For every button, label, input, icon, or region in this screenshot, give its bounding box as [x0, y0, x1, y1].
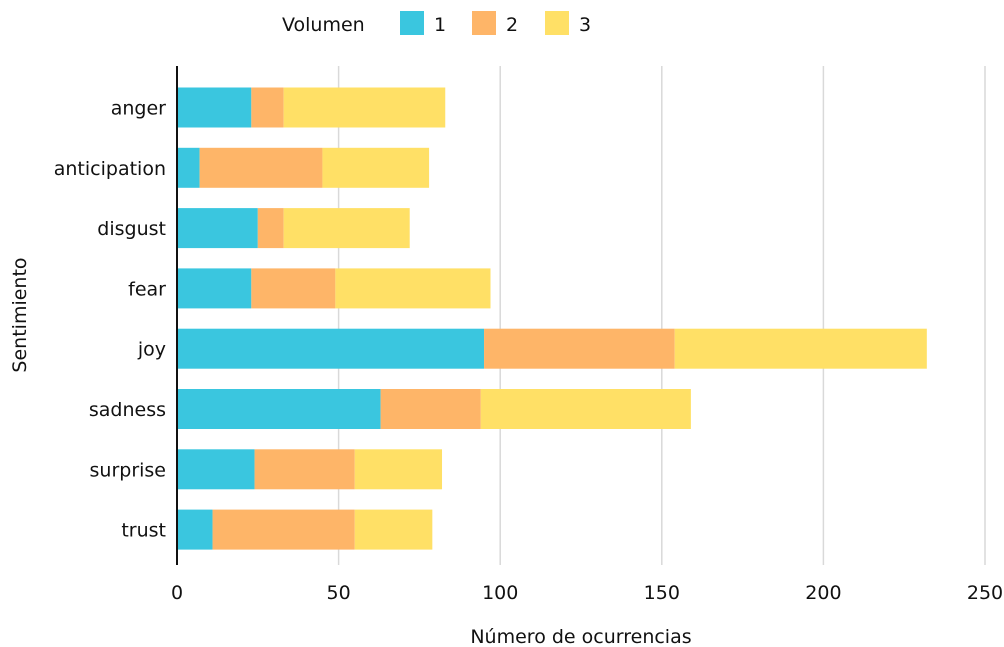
bar-trust-series-2: [212, 509, 355, 550]
legend-label-2: 2: [506, 14, 518, 36]
bar-anticipation-series-3: [322, 147, 430, 188]
y-category-label: sadness: [89, 399, 166, 421]
bar-anger-series-3: [283, 87, 446, 128]
y-axis-title: Sentimiento: [9, 257, 31, 372]
bar-anger-series-1: [177, 87, 252, 128]
bar-joy-series-2: [484, 328, 675, 369]
legend: Volumen 1 2 3: [282, 11, 591, 36]
y-category-label: surprise: [90, 459, 167, 481]
bar-joy-series-1: [177, 328, 485, 369]
bar-anger-series-2: [251, 87, 284, 128]
bar-trust-series-1: [177, 509, 213, 550]
bar-fear-series-2: [251, 268, 336, 309]
bar-trust-series-3: [354, 509, 433, 550]
bar-joy-series-3: [674, 328, 927, 369]
x-tick-label: 250: [967, 582, 1003, 604]
bar-disgust-series-3: [283, 208, 410, 249]
bar-surprise-series-1: [177, 449, 255, 490]
y-category-label: fear: [128, 278, 166, 300]
legend-swatch-3: [545, 11, 569, 35]
legend-swatch-1: [400, 11, 424, 35]
bar-sadness-series-3: [480, 389, 691, 429]
y-category-label: joy: [137, 339, 166, 361]
y-category-label: anticipation: [54, 158, 166, 180]
bar-surprise-series-2: [254, 449, 355, 490]
legend-title: Volumen: [282, 14, 365, 36]
x-tick-label: 200: [805, 582, 841, 604]
x-tick-label: 50: [327, 582, 351, 604]
bar-sadness-series-1: [177, 389, 381, 429]
bar-sadness-series-2: [380, 389, 481, 429]
bar-disgust-series-2: [257, 208, 284, 249]
x-tick-label: 0: [171, 582, 183, 604]
bar-anticipation-series-1: [177, 147, 200, 188]
bars: [177, 87, 927, 550]
y-category-label: trust: [121, 520, 166, 542]
y-category-label: disgust: [97, 218, 166, 240]
legend-label-3: 3: [579, 14, 591, 36]
legend-label-1: 1: [434, 14, 446, 36]
x-axis: 0 50 100 150 200 250: [171, 582, 1003, 604]
x-tick-label: 150: [644, 582, 680, 604]
legend-swatch-2: [472, 11, 496, 35]
x-tick-label: 100: [482, 582, 518, 604]
bar-fear-series-1: [177, 268, 252, 309]
bar-anticipation-series-2: [199, 147, 323, 188]
y-axis: anger anticipation disgust fear joy sadness su…: [54, 66, 178, 565]
bar-fear-series-3: [335, 268, 491, 309]
x-axis-title: Número de ocurrencias: [470, 626, 691, 647]
y-category-label: anger: [111, 98, 166, 120]
bar-disgust-series-1: [177, 208, 258, 249]
gridlines: [337, 66, 986, 565]
bar-surprise-series-3: [354, 449, 443, 490]
